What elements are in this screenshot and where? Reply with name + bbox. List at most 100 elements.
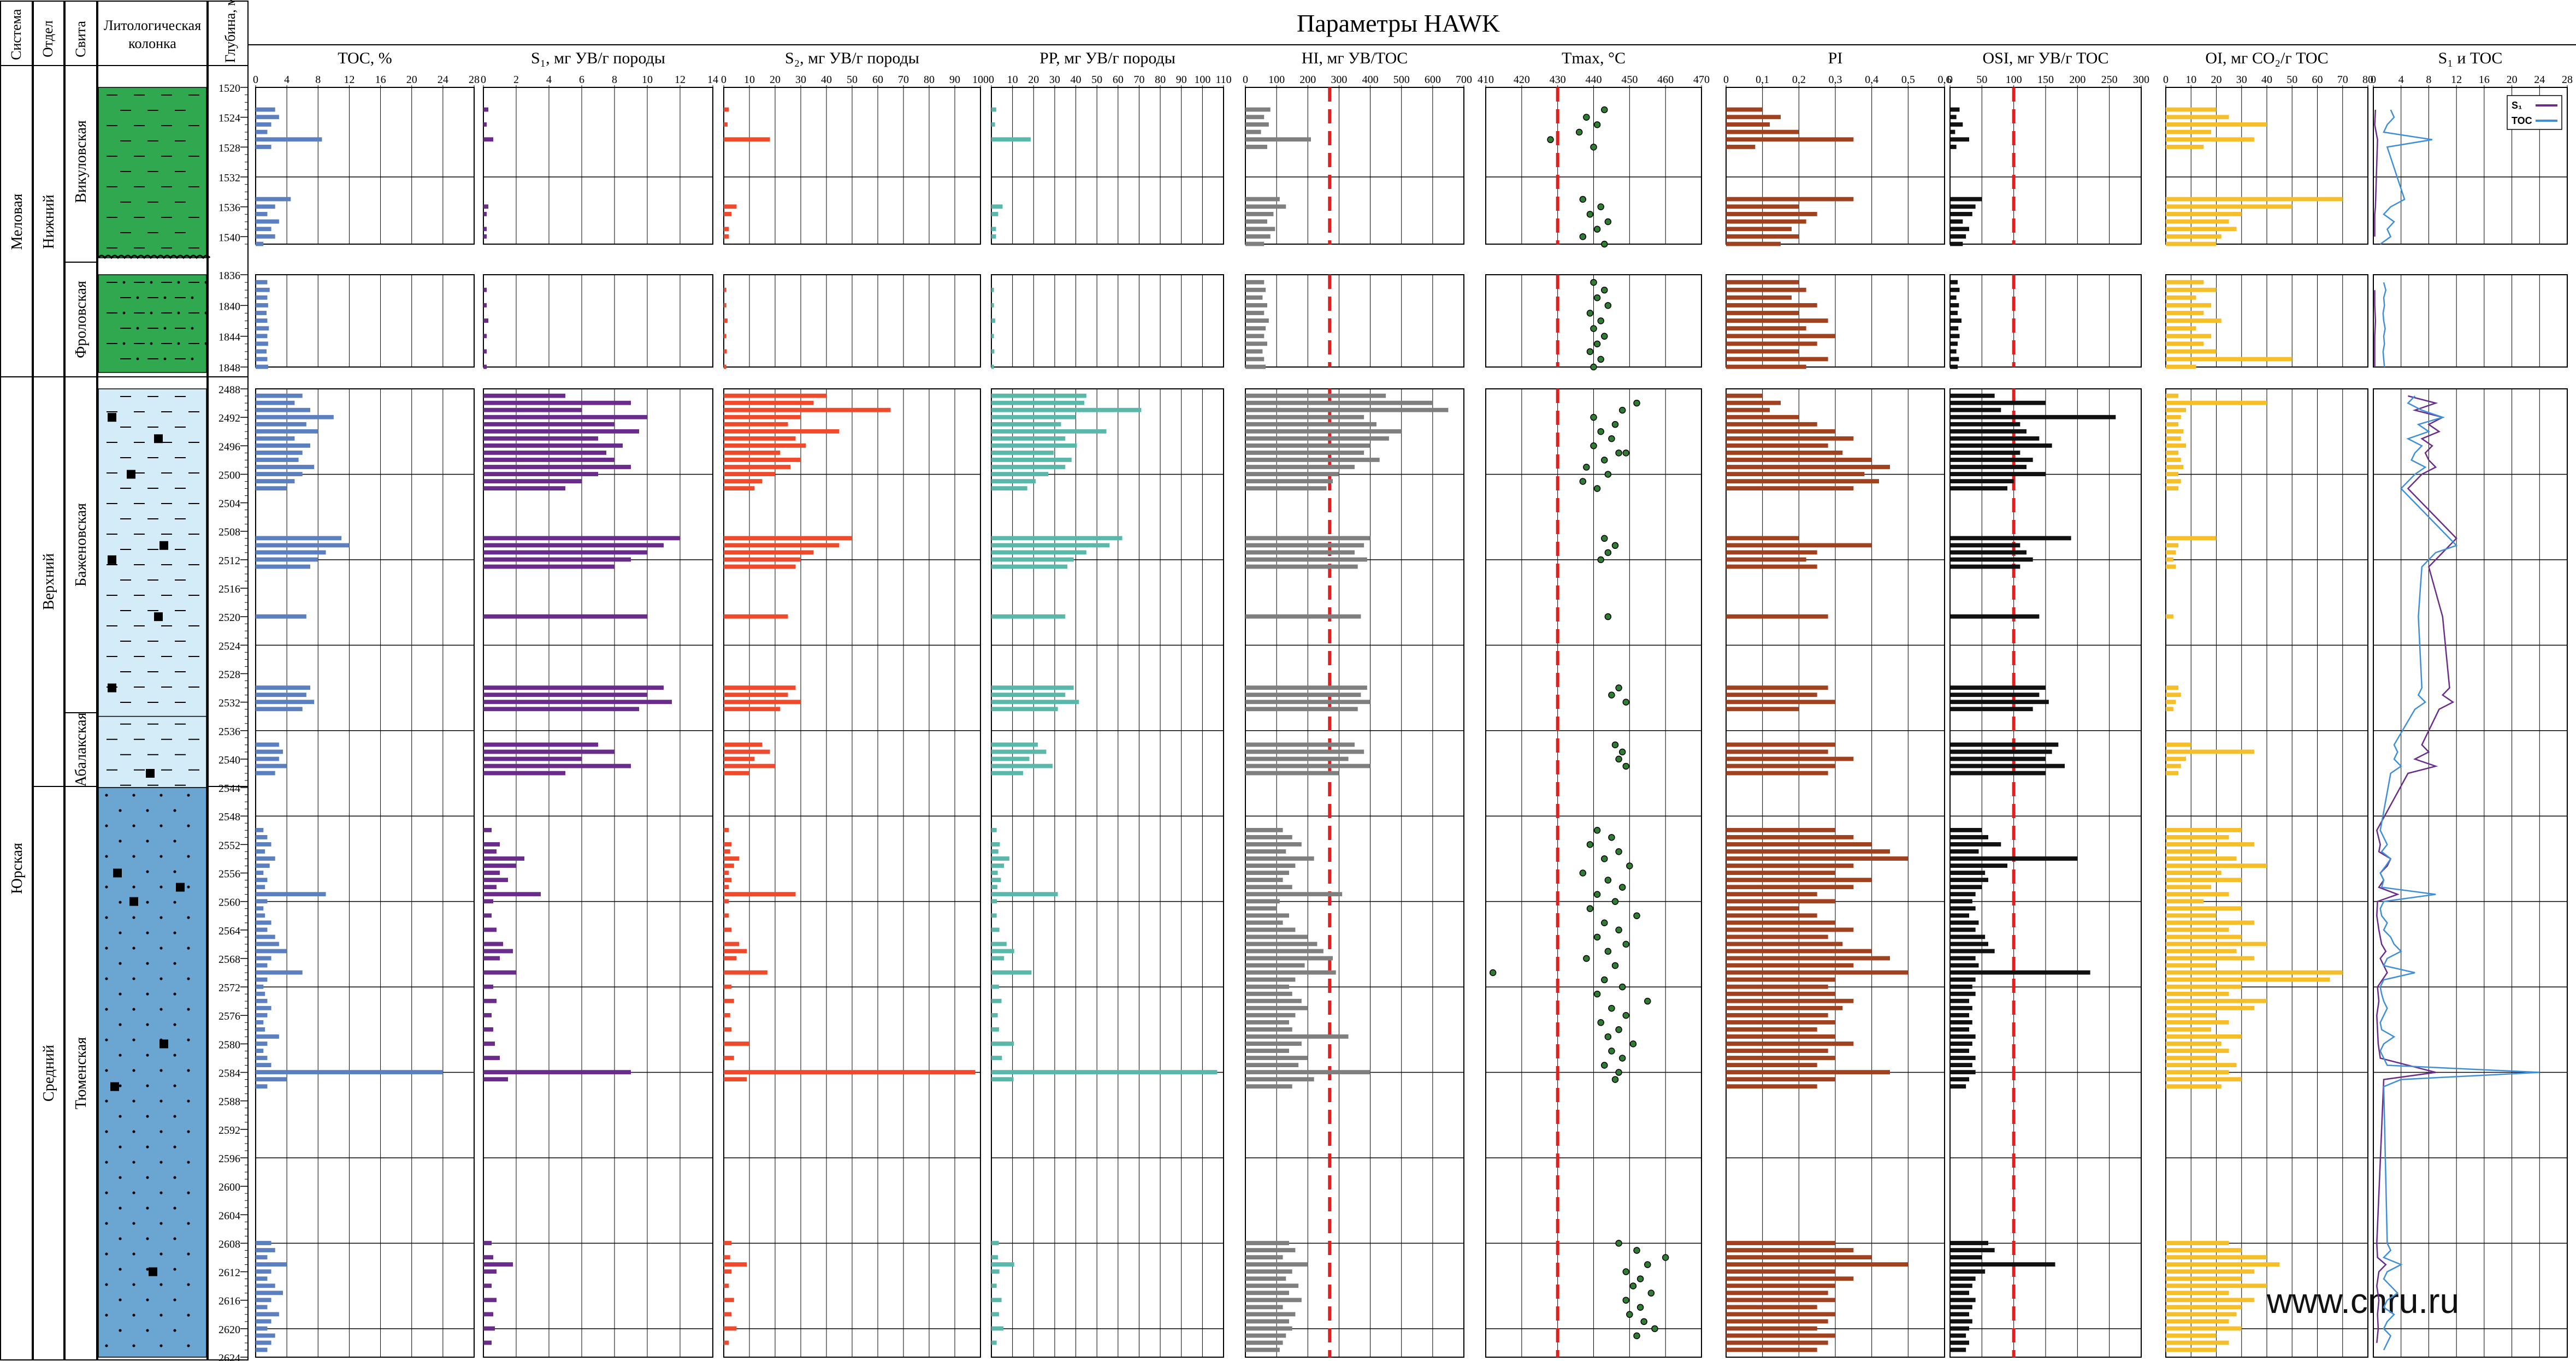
bar-hi xyxy=(1245,1070,1370,1075)
bar-oi xyxy=(2166,949,2237,954)
point-tmax xyxy=(1633,912,1640,919)
bar-s2 xyxy=(724,465,791,469)
bar-oi xyxy=(2166,1262,2280,1267)
bar-osi xyxy=(1950,280,1958,285)
series-line-s1 xyxy=(2374,290,2377,367)
bar-s2 xyxy=(724,564,796,569)
bar-osi xyxy=(1950,295,1957,300)
bar-hi xyxy=(1245,465,1355,469)
suite-label: Фроловская xyxy=(73,281,90,358)
point-tmax xyxy=(1604,218,1612,226)
bar-osi xyxy=(1950,1084,1966,1089)
point-tmax xyxy=(1601,457,1608,464)
point-tmax xyxy=(1579,869,1586,877)
bar-toc xyxy=(256,1084,268,1089)
bar-pi xyxy=(1726,212,1817,216)
lithology-dot xyxy=(132,1222,135,1225)
bar-oi xyxy=(2166,486,2179,491)
bar-hi xyxy=(1245,771,1339,776)
bar-toc xyxy=(256,234,275,239)
bar-pp xyxy=(991,1340,997,1345)
bar-s2 xyxy=(724,204,737,209)
bar-hi xyxy=(1245,422,1376,427)
x-tick-label-pp: 70 xyxy=(1133,74,1144,86)
bar-s2 xyxy=(724,892,796,897)
bar-osi xyxy=(1950,977,1976,982)
bar-pi xyxy=(1726,280,1799,285)
bar-s2 xyxy=(724,1340,729,1345)
bar-osi xyxy=(1950,764,2065,768)
x-tick-label-pi: 0 xyxy=(1723,74,1729,86)
depth-tick-label: 2508 xyxy=(218,526,240,539)
bar-toc xyxy=(256,977,268,982)
bar-s2 xyxy=(724,1042,749,1046)
bar-pi xyxy=(1726,849,1890,854)
x-tick-label-s2: 10 xyxy=(744,74,755,86)
bar-pi xyxy=(1726,685,1828,690)
lithology-interval xyxy=(98,787,207,1358)
bar-toc xyxy=(256,465,315,469)
bar-toc xyxy=(256,1027,265,1032)
bar-toc xyxy=(256,956,271,961)
lithology-dot xyxy=(119,1268,122,1271)
point-tmax xyxy=(1593,121,1601,128)
bar-pi xyxy=(1726,422,1817,427)
bar-toc xyxy=(256,835,268,839)
bar-osi xyxy=(1950,479,2014,483)
bar-toc xyxy=(256,241,264,246)
lithology-dot xyxy=(105,1038,108,1042)
x-tick-label-s1toc: 24 xyxy=(2534,74,2545,86)
bar-pp xyxy=(991,685,1074,690)
bar-oi xyxy=(2166,472,2179,476)
bar-osi xyxy=(1950,436,2040,441)
point-tmax xyxy=(1622,699,1629,706)
bar-toc xyxy=(256,1070,443,1075)
bar-pi xyxy=(1726,543,1872,548)
bar-pp xyxy=(991,318,995,323)
point-tmax xyxy=(1618,884,1626,891)
bar-osi xyxy=(1950,1013,1969,1017)
bar-pp xyxy=(991,942,1007,946)
bar-pp xyxy=(991,1027,999,1032)
bar-pi xyxy=(1726,1269,1835,1274)
bar-osi xyxy=(1950,842,2001,847)
bar-hi xyxy=(1245,400,1433,405)
point-tmax xyxy=(1586,348,1594,356)
lithology-dot xyxy=(187,1191,190,1194)
point-tmax xyxy=(1626,862,1633,869)
bar-s2 xyxy=(724,913,729,918)
point-tmax xyxy=(1601,240,1608,248)
lithology-dot xyxy=(159,1344,163,1347)
bar-hi xyxy=(1245,1056,1308,1060)
bar-pi xyxy=(1726,885,1854,890)
bar-s2 xyxy=(724,863,734,868)
lithology-dot xyxy=(187,1038,190,1042)
track-title-toc: TOC, % xyxy=(338,49,392,67)
bar-s1 xyxy=(483,137,493,142)
depth-tick-label: 1840 xyxy=(218,300,240,312)
point-tmax xyxy=(1583,464,1590,471)
x-tick-label-tmax: 410 xyxy=(1478,74,1494,86)
track-title-hi: HI, мг УВ/TOC xyxy=(1302,49,1408,67)
bar-osi xyxy=(1950,991,1976,996)
bar-toc xyxy=(256,871,264,875)
bar-toc xyxy=(256,341,268,346)
lithology-dot xyxy=(105,855,108,858)
bar-toc xyxy=(256,1347,268,1352)
x-tick-label-pp: 10 xyxy=(1007,74,1018,86)
bar-hi xyxy=(1245,451,1364,455)
bar-osi xyxy=(1950,892,1976,897)
bar-pp xyxy=(991,486,1027,491)
lithology-concretion xyxy=(113,868,122,878)
x-tick-label-toc: 4 xyxy=(284,74,289,86)
bar-s2 xyxy=(724,984,732,989)
bar-hi xyxy=(1245,835,1292,839)
bar-oi xyxy=(2166,1077,2242,1082)
lithology-concretion xyxy=(146,768,155,778)
bar-pi xyxy=(1726,1326,1817,1331)
lithology-dot xyxy=(187,1344,190,1347)
lithology-dot xyxy=(173,1115,176,1118)
bar-s1 xyxy=(483,415,647,419)
bar-oi xyxy=(2166,341,2204,346)
x-tick-label-hi: 400 xyxy=(1362,74,1379,86)
